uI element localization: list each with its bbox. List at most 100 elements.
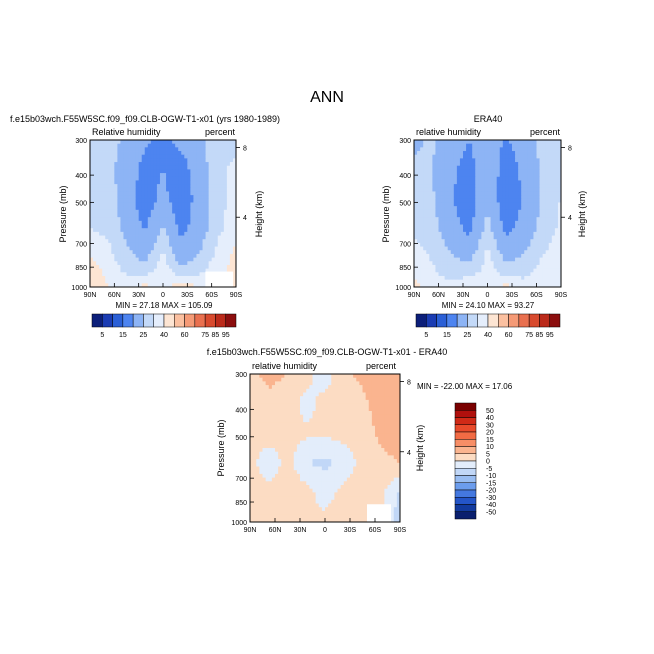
heatmap-cell	[208, 147, 213, 152]
heatmap-cell	[545, 239, 550, 244]
heatmap-cell	[300, 399, 304, 404]
heatmap-cell	[387, 374, 392, 379]
heatmap-cell	[250, 392, 254, 397]
heatmap-cell	[321, 444, 326, 449]
heatmap-cell	[229, 173, 234, 178]
heatmap-cell	[193, 173, 197, 178]
heatmap-cell	[390, 388, 395, 393]
heatmap-cell	[312, 429, 317, 434]
heatmap-cell	[187, 169, 191, 174]
heatmap-cell	[262, 392, 267, 397]
heatmap-cell	[539, 235, 544, 240]
heatmap-cell	[156, 283, 161, 288]
heatmap-cell	[114, 173, 118, 178]
heatmap-cell	[334, 418, 338, 423]
heatmap-cell	[524, 272, 528, 277]
heatmap-cell	[229, 165, 234, 170]
heatmap-cell	[557, 242, 562, 247]
heatmap-cell	[271, 429, 276, 434]
heatmap-cell	[187, 231, 191, 236]
heatmap-cell	[426, 224, 430, 229]
heatmap-cell	[144, 143, 149, 148]
heatmap-cell	[359, 448, 363, 453]
heatmap-cell	[199, 253, 203, 259]
heatmap-cell	[309, 374, 313, 379]
heatmap-cell	[487, 253, 491, 259]
heatmap-cell	[278, 381, 282, 386]
heatmap-cell	[205, 242, 210, 247]
heatmap-cell	[356, 374, 360, 379]
heatmap-cell	[132, 268, 137, 273]
heatmap-cell	[172, 195, 176, 200]
heatmap-cell	[459, 158, 464, 163]
heatmap-cell	[144, 198, 149, 203]
heatmap-cell	[102, 242, 106, 247]
heatmap-cell	[387, 381, 392, 386]
heatmap-cell	[181, 253, 185, 259]
heatmap-cell	[220, 217, 225, 222]
heatmap-cell	[190, 261, 194, 266]
heatmap-cell	[312, 381, 317, 386]
heatmap-cell	[381, 440, 385, 445]
heatmap-cell	[478, 235, 482, 240]
heatmap-cell	[223, 198, 228, 203]
heatmap-cell	[205, 173, 210, 178]
heatmap-cell	[334, 381, 338, 386]
heatmap-cell	[435, 184, 439, 189]
heatmap-cell	[150, 147, 155, 152]
heatmap-cell	[265, 429, 270, 434]
heatmap-cell	[496, 272, 501, 277]
heatmap-cell	[190, 191, 194, 196]
heatmap-cell	[533, 220, 537, 225]
heatmap-cell	[281, 436, 285, 441]
heatmap-cell	[102, 235, 106, 240]
heatmap-cell	[138, 195, 143, 200]
heatmap-cell	[265, 392, 270, 397]
heatmap-cell	[466, 228, 470, 233]
heatmap-cell	[187, 279, 191, 284]
heatmap-cell	[181, 264, 185, 270]
heatmap-cell	[325, 448, 329, 453]
heatmap-cell	[268, 374, 273, 379]
heatmap-cell	[159, 220, 164, 225]
heatmap-cell	[438, 231, 442, 236]
heatmap-cell	[524, 209, 528, 214]
heatmap-cell	[438, 176, 442, 181]
heatmap-cell	[515, 217, 519, 222]
heatmap-cell	[429, 228, 433, 233]
heatmap-cell	[343, 448, 348, 453]
heatmap-cell	[554, 198, 559, 203]
heatmap-cell	[256, 374, 260, 379]
heatmap-cell	[496, 195, 501, 200]
heatmap-cell	[466, 224, 470, 229]
heatmap-cell	[499, 209, 504, 214]
heatmap-cell	[114, 213, 118, 218]
heatmap-cell	[181, 272, 185, 277]
heatmap-cell	[371, 411, 376, 416]
heatmap-cell	[481, 140, 485, 145]
heatmap-cell	[490, 195, 495, 200]
heatmap-cell	[163, 283, 167, 288]
heatmap-cell	[337, 444, 342, 449]
heatmap-cell	[187, 195, 191, 200]
heatmap-cell	[290, 396, 295, 401]
heatmap-cell	[126, 147, 130, 152]
heatmap-cell	[417, 165, 421, 170]
heatmap-cell	[96, 213, 100, 218]
heatmap-cell	[508, 151, 513, 156]
heatmap-cell	[548, 184, 553, 189]
heatmap-cell	[478, 184, 482, 189]
heatmap-cell	[533, 187, 537, 192]
heatmap-cell	[193, 147, 197, 152]
heatmap-cell	[309, 418, 313, 423]
heatmap-cell	[150, 250, 155, 255]
heatmap-cell	[129, 220, 133, 225]
heatmap-cell	[196, 272, 200, 277]
heatmap-cell	[539, 242, 544, 247]
heatmap-cell	[435, 202, 439, 207]
heatmap-cell	[312, 385, 317, 390]
heatmap-cell	[193, 206, 197, 211]
heatmap-cell	[521, 195, 525, 200]
heatmap-cell	[441, 250, 446, 255]
heatmap-cell	[414, 213, 418, 218]
